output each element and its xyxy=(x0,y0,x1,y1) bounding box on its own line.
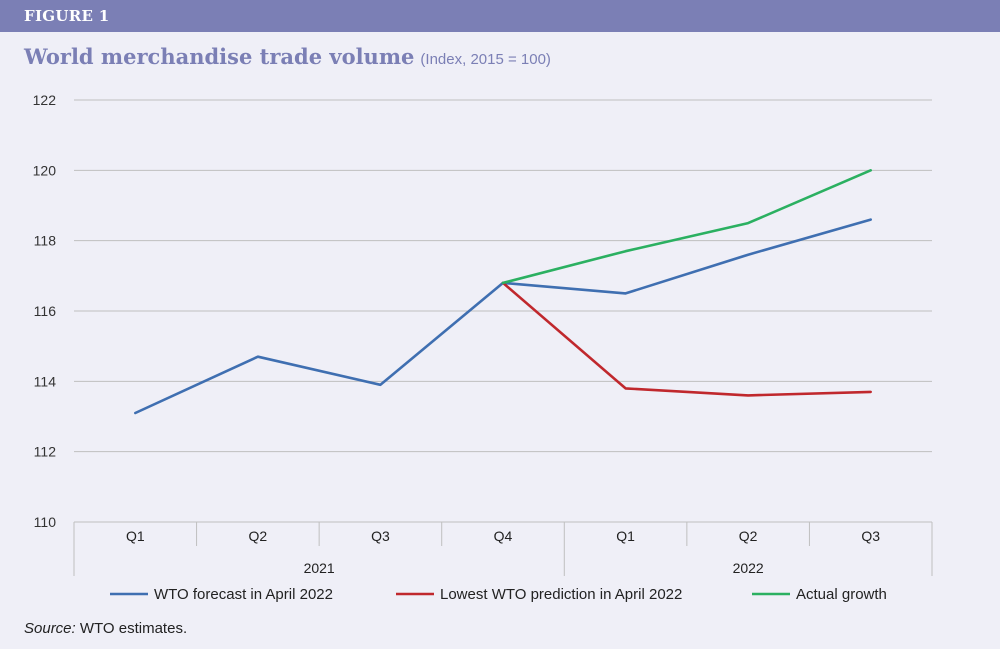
series-line-2 xyxy=(501,169,873,285)
year-label-2021: 2021 xyxy=(304,560,335,576)
y-tick-label-114: 114 xyxy=(34,373,57,389)
x-tick-label-3: Q4 xyxy=(494,528,513,544)
x-tick-label-5: Q2 xyxy=(739,528,758,544)
x-tick-label-0: Q1 xyxy=(126,528,145,544)
x-tick-label-1: Q2 xyxy=(249,528,268,544)
figure-label: FIGURE 1 xyxy=(24,7,110,25)
x-tick-label-4: Q1 xyxy=(616,528,635,544)
legend-label-0: WTO forecast in April 2022 xyxy=(154,586,333,603)
y-tick-label-120: 120 xyxy=(33,162,57,178)
legend-label-1: Lowest WTO prediction in April 2022 xyxy=(440,586,682,603)
series-line-1 xyxy=(501,281,873,397)
x-tick-label-6: Q3 xyxy=(861,528,880,544)
source-note: Source: WTO estimates. xyxy=(24,620,187,637)
y-tick-label-112: 112 xyxy=(34,444,57,460)
year-label-2022: 2022 xyxy=(733,560,764,576)
y-tick-label-122: 122 xyxy=(33,92,57,108)
source-label: Source: xyxy=(24,620,76,637)
source-text: WTO estimates. xyxy=(75,620,188,637)
chart-title: World merchandise trade volume xyxy=(24,44,415,69)
series-line-0 xyxy=(134,218,873,415)
x-tick-label-2: Q3 xyxy=(371,528,390,544)
chart-title-block: World merchandise trade volume (Index, 20… xyxy=(24,44,551,69)
y-tick-label-116: 116 xyxy=(34,303,57,319)
legend-label-2: Actual growth xyxy=(796,586,887,603)
figure-banner: FIGURE 1 xyxy=(0,0,1000,32)
y-tick-label-110: 110 xyxy=(34,514,57,530)
y-tick-label-118: 118 xyxy=(34,233,57,249)
chart-subtitle: (Index, 2015 = 100) xyxy=(420,51,551,68)
